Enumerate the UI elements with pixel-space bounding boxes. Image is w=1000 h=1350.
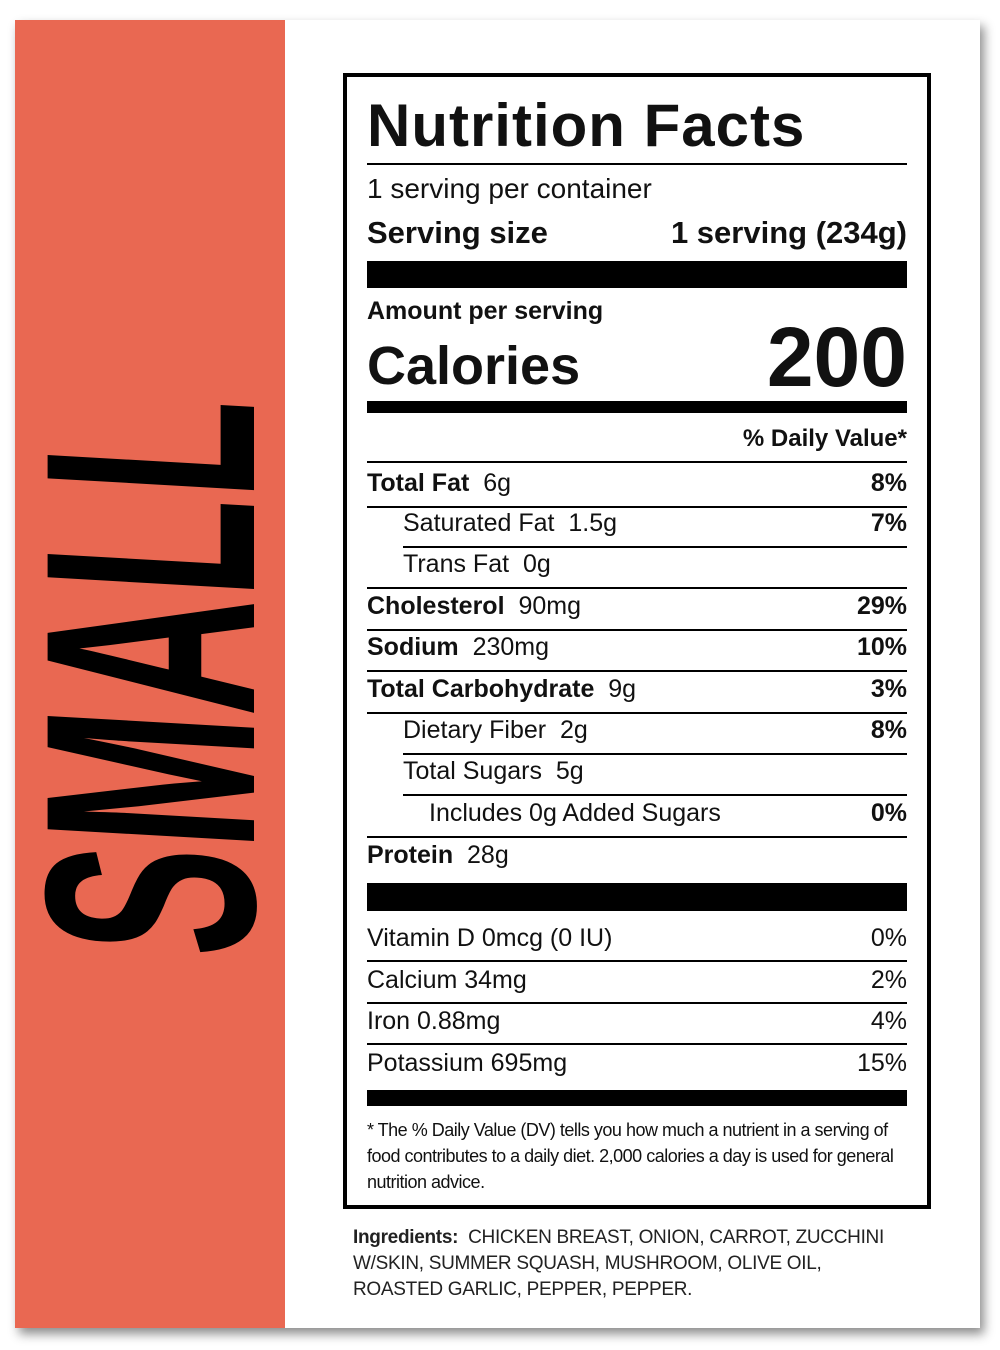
serving-size-label: Serving size	[367, 215, 548, 250]
nutrient-amount: 90mg	[518, 592, 581, 620]
nutrient-name: Total Carbohydrate	[367, 675, 595, 703]
calories-row: Calories 200	[367, 309, 907, 399]
nutrition-label: Nutrition Facts 1 serving per container …	[343, 73, 931, 1209]
nutrient-row: Total Fat 6g 8%	[367, 469, 907, 498]
vitamin-name: Calcium 34mg	[367, 965, 527, 994]
nutrient-amount: 5g	[555, 757, 584, 785]
nutrient-name: Total Sugars	[403, 757, 542, 785]
nutrient-amount: 9g	[608, 675, 637, 703]
nutrient-dv: 8%	[870, 716, 907, 744]
nutrient-name: Trans Fat	[403, 550, 510, 578]
nutrient: Cholesterol 90mg	[367, 592, 581, 621]
nutrient: Includes 0g Added Sugars	[367, 799, 721, 828]
vitamin-dv: 4%	[870, 1007, 907, 1035]
nutrient-row: Includes 0g Added Sugars 0%	[367, 799, 907, 828]
nutrient-amount: 0g	[522, 550, 551, 578]
nutrient: Total Fat 6g	[367, 469, 511, 498]
nutrient-amount: 230mg	[472, 633, 550, 661]
amount-per-serving: Amount per serving	[367, 297, 604, 325]
ingredients-label: Ingredients:	[353, 1227, 459, 1248]
nutrient-row: Saturated Fat 1.5g 7%	[367, 509, 907, 538]
calories-label: Calories	[367, 336, 581, 396]
divider	[367, 712, 907, 714]
serving-size: Serving size 1 serving (234g)	[367, 215, 907, 251]
vitamin-dv: 15%	[856, 1048, 907, 1077]
divider	[367, 1001, 907, 1004]
nutrient-name: Total Fat	[367, 469, 470, 497]
divider	[403, 753, 907, 755]
nutrient-name: Protein	[367, 841, 454, 869]
calories-value: 200	[766, 310, 907, 404]
ingredients-text: CHICKEN BREAST, ONION, CARROT, ZUCCHINI …	[353, 1227, 884, 1300]
vitamin-dv: 2%	[870, 965, 907, 994]
nutrient: Sodium 230mg	[367, 633, 549, 662]
size-label: SMALL	[15, 386, 285, 964]
divider	[367, 1043, 907, 1045]
nutrient-row: Trans Fat 0g	[367, 550, 907, 579]
nutrient-row: Total Sugars 5g	[367, 757, 907, 786]
divider	[367, 836, 907, 838]
divider	[367, 629, 907, 631]
nutrient: Total Carbohydrate 9g	[367, 675, 636, 704]
nutrient-row: Sodium 230mg 10%	[367, 633, 907, 662]
vitamin-row: Potassium 695mg 15%	[367, 1049, 907, 1078]
ingredients: Ingredients: CHICKEN BREAST, ONION, CARR…	[353, 1225, 913, 1303]
nutrient-row: Dietary Fiber 2g 8%	[367, 716, 907, 745]
divider	[367, 506, 907, 508]
nutrient-amount: 28g	[467, 841, 509, 869]
nutrient-name: Includes 0g Added Sugars	[429, 799, 721, 827]
label-title: Nutrition Facts	[367, 92, 806, 159]
nutrient: Total Sugars 5g	[367, 757, 584, 786]
nutrient: Trans Fat 0g	[367, 550, 551, 579]
nutrient-amount: 2g	[560, 716, 588, 744]
nutrient-dv: 10%	[856, 633, 907, 661]
divider	[367, 587, 907, 589]
nutrient-dv: 7%	[870, 509, 907, 537]
nutrient-name: Dietary Fiber	[403, 716, 547, 744]
nutrient-amount: 1.5g	[568, 509, 618, 537]
nutrient: Saturated Fat 1.5g	[367, 509, 617, 538]
divider	[403, 546, 907, 548]
servings: 1 serving per container	[367, 173, 652, 204]
nutrient-row: Total Carbohydrate 9g 3%	[367, 675, 907, 704]
dv-header: % Daily Value*	[742, 425, 907, 452]
nutrient: Dietary Fiber 2g	[367, 716, 588, 745]
vitamin-row: Iron 0.88mg 4%	[367, 1007, 907, 1036]
divider	[367, 960, 907, 962]
card: SMALL Nutrition Facts 1 serving per cont…	[15, 20, 980, 1328]
nutrient-row: Cholesterol 90mg 29%	[367, 592, 907, 621]
size-panel: SMALL	[15, 20, 285, 1328]
vitamin-name: Vitamin D 0mcg (0 IU)	[367, 924, 613, 952]
nutrient-dv: 3%	[870, 675, 907, 703]
nutrient-amount: 6g	[483, 469, 512, 497]
nutrient-name: Saturated Fat	[403, 509, 555, 537]
nutrient-name: Cholesterol	[367, 592, 505, 620]
vitamin-row: Calcium 34mg 2%	[367, 966, 907, 995]
nutrient: Protein 28g	[367, 841, 509, 870]
nutrient-dv: 8%	[870, 469, 907, 497]
divider	[367, 670, 907, 672]
footnote: * The % Daily Value (DV) tells you how m…	[367, 1120, 894, 1192]
vitamin-name: Potassium 695mg	[367, 1048, 568, 1077]
divider	[403, 794, 907, 796]
nutrient-row: Protein 28g	[367, 841, 907, 870]
serving-size-value: 1 serving (234g)	[670, 215, 907, 250]
nutrient-name: Sodium	[367, 633, 459, 661]
nutrient-dv: 0%	[870, 799, 907, 827]
vitamin-row: Vitamin D 0mcg (0 IU) 0%	[367, 924, 907, 953]
vitamin-name: Iron 0.88mg	[367, 1007, 501, 1035]
vitamin-dv: 0%	[870, 924, 907, 952]
nutrient-dv: 29%	[856, 592, 907, 620]
